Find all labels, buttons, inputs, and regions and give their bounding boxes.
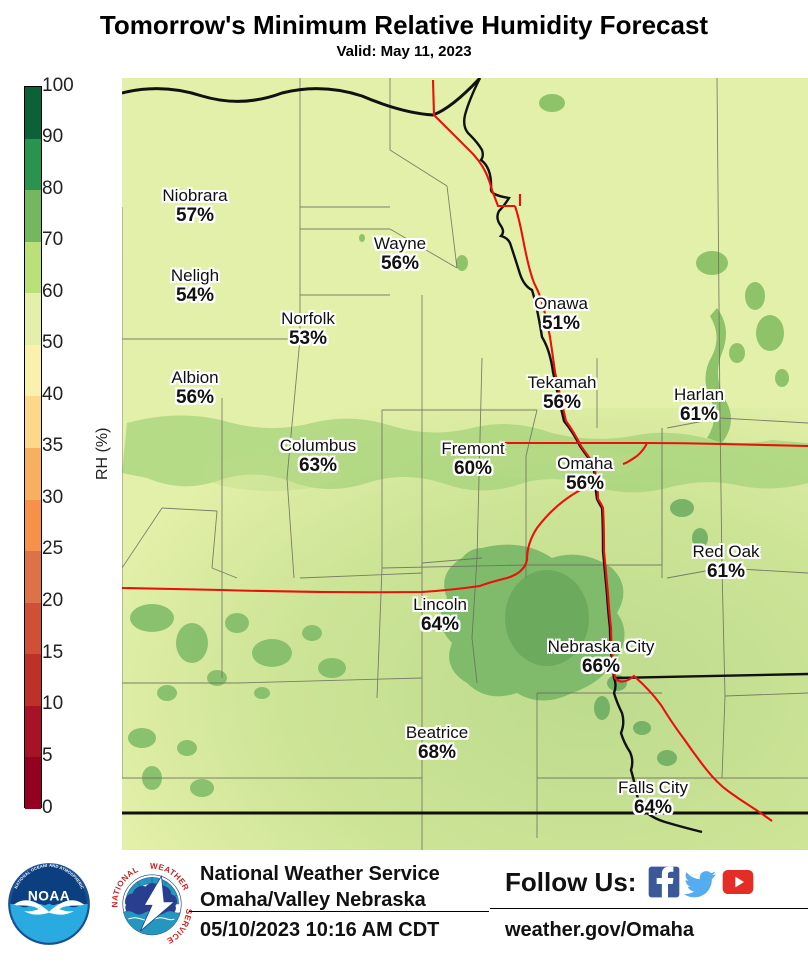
svg-text:NOAA: NOAA [28,889,70,904]
